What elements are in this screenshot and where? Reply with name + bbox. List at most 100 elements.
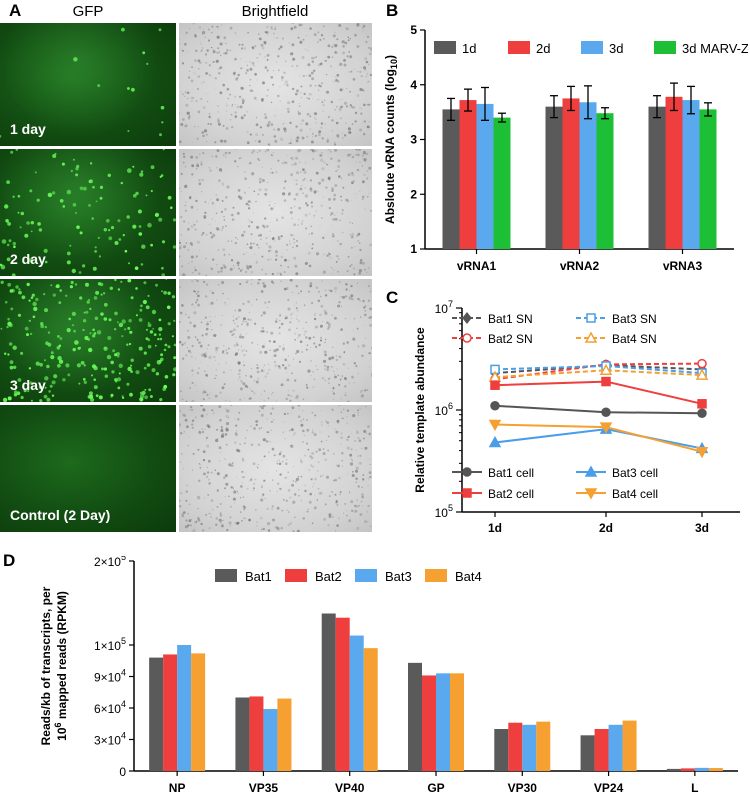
gfp-cell-dot [15, 285, 19, 289]
brightfield-speck [290, 314, 292, 316]
brightfield-speck [212, 233, 216, 237]
brightfield-speck [287, 307, 291, 311]
brightfield-speck [274, 27, 277, 30]
bar-Bat2-VP24 [594, 729, 609, 771]
brightfield-speck [194, 228, 197, 231]
brightfield-speck [338, 301, 341, 304]
brightfield-speck [287, 101, 291, 105]
brightfield-speck [314, 135, 317, 138]
brightfield-speck [184, 166, 187, 168]
brightfield-speck [243, 47, 246, 50]
brightfield-speck [250, 233, 253, 236]
brightfield-speck [196, 162, 199, 165]
brightfield-speck [341, 40, 345, 44]
brightfield-speck [364, 313, 367, 317]
brightfield-speck [266, 95, 268, 97]
brightfield-speck [367, 267, 370, 270]
brightfield-speck [338, 517, 340, 520]
gfp-cell-dot [68, 317, 71, 321]
brightfield-speck [262, 527, 265, 531]
brightfield-speck [357, 414, 359, 416]
brightfield-speck [370, 210, 372, 212]
brightfield-speck [368, 80, 370, 83]
brightfield-speck [253, 487, 255, 490]
brightfield-speck [351, 432, 353, 434]
brightfield-speck [310, 360, 312, 362]
brightfield-speck [196, 520, 198, 523]
brightfield-speck [314, 325, 318, 329]
brightfield-speck [230, 269, 232, 271]
brightfield-speck [323, 196, 324, 198]
brightfield-speck [313, 483, 315, 485]
brightfield-speck [365, 305, 367, 307]
brightfield-speck [281, 461, 283, 463]
brightfield-speck [198, 430, 201, 433]
brightfield-speck [197, 495, 199, 498]
brightfield-speck [340, 104, 342, 106]
gfp-cell-dot [165, 279, 168, 280]
point-Bat2-SN-3d [697, 358, 707, 369]
brightfield-speck [254, 140, 257, 142]
gfp-cell-dot [69, 244, 72, 247]
x-tick-label: 1d [488, 521, 502, 535]
gfp-cell-dot [163, 290, 168, 295]
brightfield-speck [300, 123, 302, 125]
brightfield-speck [287, 298, 290, 301]
brightfield-speck [237, 418, 240, 421]
brightfield-speck [359, 454, 362, 457]
gfp-cell-dot [50, 284, 53, 287]
image-label-control: Control (2 Day) [10, 507, 111, 523]
brightfield-speck [203, 353, 206, 356]
brightfield-speck [236, 76, 239, 79]
brightfield-speck [235, 352, 239, 356]
brightfield-speck [222, 83, 225, 87]
brightfield-speck [257, 464, 259, 466]
brightfield-speck [293, 256, 297, 260]
brightfield-speck [265, 237, 267, 239]
brightfield-speck [258, 140, 261, 143]
brightfield-speck [285, 128, 287, 130]
brightfield-speck [244, 270, 248, 274]
brightfield-speck [179, 390, 182, 393]
gfp-cell-dot [114, 241, 119, 245]
brightfield-speck [341, 375, 344, 377]
brightfield-speck [349, 90, 351, 93]
brightfield-speck [356, 168, 360, 172]
brightfield-speck [192, 469, 194, 471]
brightfield-speck [300, 290, 302, 293]
bar-Bat1-VP40 [321, 613, 336, 771]
gfp-cell-dot [163, 348, 167, 352]
gfp-cell-dot [71, 324, 75, 327]
gfp-cell-dot [144, 395, 149, 400]
brightfield-speck [250, 279, 253, 281]
brightfield-speck [200, 361, 202, 362]
brightfield-speck [265, 440, 269, 443]
brightfield-speck [205, 355, 207, 357]
brightfield-speck [356, 431, 359, 434]
brightfield-speck [320, 34, 324, 37]
brightfield-speck [352, 105, 356, 109]
gfp-cell-dot [69, 285, 73, 289]
gfp-cell-dot [13, 393, 18, 397]
brightfield-speck [309, 128, 311, 130]
brightfield-speck [290, 27, 294, 31]
brightfield-speck [330, 100, 333, 104]
series-line-Bat1-cell [494, 404, 703, 415]
brightfield-speck [338, 108, 342, 112]
brightfield-speck [239, 105, 243, 109]
brightfield-speck [249, 161, 252, 165]
brightfield-speck [308, 489, 310, 491]
brightfield-speck [225, 196, 228, 199]
brightfield-speck [361, 486, 363, 488]
brightfield-speck [212, 50, 216, 54]
brightfield-speck [215, 155, 218, 158]
brightfield-speck [302, 38, 305, 41]
brightfield-speck [370, 395, 372, 397]
gfp-column-header: GFP [72, 3, 104, 20]
gfp-cell-dot [76, 164, 80, 168]
brightfield-speck [296, 529, 300, 532]
gfp-cell-dot [130, 296, 134, 300]
brightfield-speck [230, 369, 232, 371]
gfp-cell-dot [38, 228, 43, 232]
brightfield-speck [355, 477, 358, 480]
